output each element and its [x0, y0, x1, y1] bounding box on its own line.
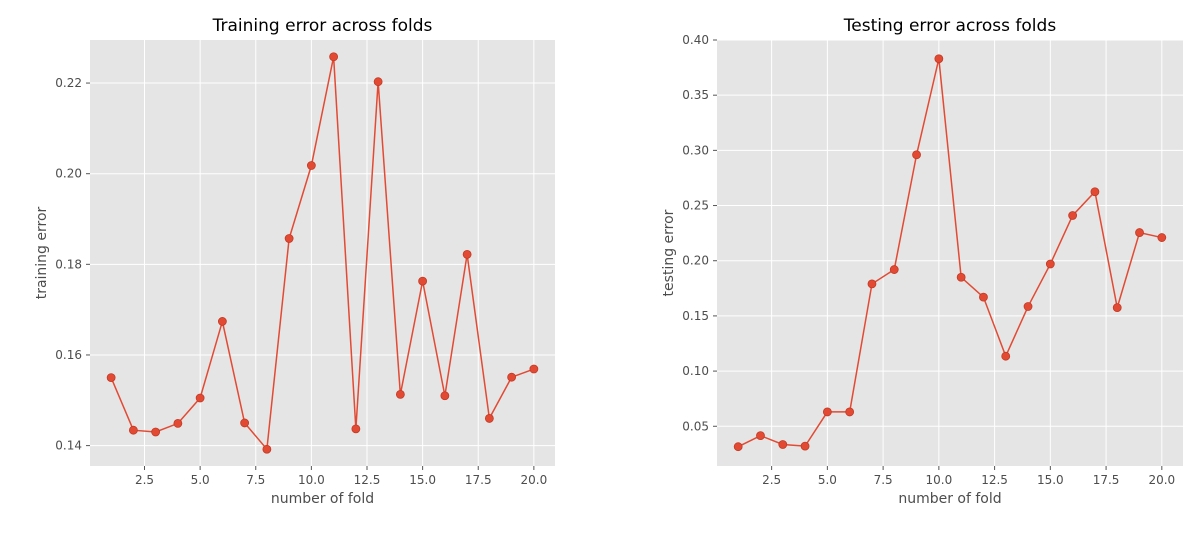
chart-1-data-point [822, 407, 832, 417]
chart-1-data-point [1157, 233, 1167, 242]
chart-1-data-point [934, 54, 944, 64]
chart-1-data-point [778, 440, 788, 449]
chart-0-x-tick-label: 15.0 [409, 473, 436, 487]
chart-0-data-point [173, 418, 183, 428]
chart-0-x-axis-label: number of fold [271, 491, 374, 507]
chart-1-x-tick-label: 15.0 [1037, 473, 1064, 487]
chart-1-series-line [737, 58, 1162, 448]
chart-0-x-tick-label: 5.0 [191, 473, 210, 487]
chart-1-data-point [979, 292, 988, 302]
chart-0-y-tick-label: 0.22 [55, 76, 82, 90]
chart-0-data-point [351, 424, 361, 434]
training-error-chart: 2.5 5.0 7.5 10.0 12.5 15.0 17.5 20.0 0.14 0.16 0.1… [34, 16, 555, 507]
chart-0-series-line [110, 56, 535, 452]
chart-0-data-point [440, 391, 450, 401]
chart-0-y-tick-label: 0.14 [55, 439, 82, 453]
chart-0-y-tick-label: 0.16 [55, 348, 82, 362]
chart-0-x-tick-label: 7.5 [246, 473, 265, 487]
chart-0-data-point [106, 373, 116, 383]
chart-0-y-tick-label: 0.20 [55, 167, 82, 181]
chart-1-x-tick-label: 7.5 [874, 473, 893, 487]
chart-0-data-point [240, 418, 250, 428]
chart-0-data-point [306, 161, 316, 170]
chart-1-y-tick-label: 0.10 [682, 364, 709, 378]
chart-1-data-point [1090, 187, 1100, 197]
chart-1-y-axis-label: testing error [661, 209, 677, 296]
chart-0-data-point [151, 427, 161, 437]
chart-0-data-point [462, 249, 472, 259]
chart-1-title: Testing error across folds [843, 16, 1057, 36]
chart-1-data-point [1112, 303, 1122, 313]
chart-0-data-point [128, 425, 138, 435]
chart-0-data-point [217, 317, 227, 326]
testing-error-chart: 2.5 5.0 7.5 10.0 12.5 15.0 17.5 20.0 0.05 0.10 0.1… [661, 16, 1183, 507]
chart-1-y-tick-label: 0.35 [682, 88, 709, 102]
chart-1-data-point [1068, 211, 1078, 220]
chart-0-plot-area [90, 40, 555, 466]
chart-1-x-tick-label: 12.5 [981, 473, 1008, 487]
chart-1-data-point [1045, 259, 1055, 269]
chart-0-data-point [529, 364, 539, 374]
chart-1-data-point [912, 150, 921, 160]
chart-1-data-point [1001, 351, 1011, 361]
chart-1-y-tick-label: 0.30 [682, 143, 709, 157]
chart-0-data-point [284, 234, 294, 243]
chart-0-y-tick-label: 0.18 [55, 257, 82, 271]
chart-1-data-point [800, 441, 810, 451]
chart-1-x-tick-label: 20.0 [1148, 473, 1175, 487]
chart-1-x-tick-label: 17.5 [1093, 473, 1120, 487]
chart-0-y-axis-label: training error [34, 206, 50, 299]
chart-1-data-point [1023, 302, 1033, 311]
chart-0-data-point [507, 372, 517, 382]
chart-1-y-tick-label: 0.15 [682, 309, 709, 323]
chart-1-x-tick-label: 2.5 [762, 473, 781, 487]
chart-0-x-tick-label: 17.5 [465, 473, 492, 487]
chart-1-data-point [956, 272, 966, 282]
chart-0-title: Training error across folds [212, 16, 433, 36]
chart-0-data-point [262, 444, 272, 454]
chart-0-x-tick-label: 10.0 [298, 473, 325, 487]
chart-1-data-point [733, 442, 743, 452]
chart-1-y-tick-label: 0.20 [682, 254, 709, 268]
chart-1-x-tick-label: 5.0 [818, 473, 837, 487]
chart-0-data-point [395, 389, 405, 399]
chart-0-data-point [418, 276, 428, 286]
chart-0-x-tick-label: 12.5 [354, 473, 381, 487]
chart-0-data-point [329, 52, 339, 62]
chart-0-data-point [195, 393, 205, 403]
chart-1-plot-area [717, 40, 1183, 466]
chart-1-x-axis-label: number of fold [898, 491, 1001, 507]
chart-0-data-point [373, 77, 383, 87]
chart-1-y-tick-label: 0.25 [682, 199, 709, 213]
chart-1-y-tick-label: 0.05 [682, 419, 709, 433]
chart-1-data-point [756, 431, 765, 441]
chart-1-data-point [889, 265, 899, 274]
chart-0-x-tick-label: 2.5 [135, 473, 154, 487]
chart-1-data-point [867, 279, 877, 289]
chart-1-x-tick-label: 10.0 [925, 473, 952, 487]
chart-0-x-tick-label: 20.0 [521, 473, 548, 487]
chart-1-y-tick-label: 0.40 [682, 33, 709, 47]
chart-0-data-point [484, 414, 494, 423]
chart-1-data-point [845, 407, 855, 417]
chart-1-data-point [1135, 228, 1144, 237]
